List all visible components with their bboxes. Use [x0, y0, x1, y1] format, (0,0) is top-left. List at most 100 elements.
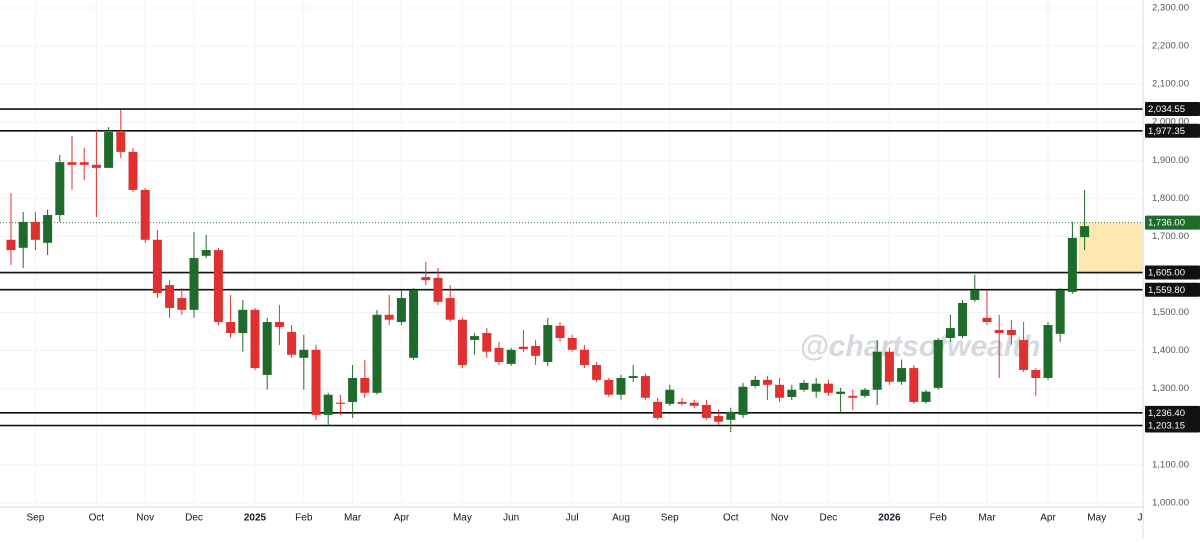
candle-body — [299, 349, 309, 358]
candle-body — [1080, 226, 1090, 238]
candle-body — [274, 322, 284, 327]
candle-body — [628, 376, 638, 378]
x-tick-label: Apr — [1040, 513, 1056, 524]
candle-body — [18, 221, 28, 248]
y-tick-label: 1,300.00 — [1152, 383, 1189, 394]
level-label-box — [1145, 265, 1200, 280]
x-tick-label: Mar — [978, 513, 996, 524]
candle-body — [409, 290, 419, 358]
candle-body — [55, 162, 65, 216]
candle-body — [30, 221, 40, 240]
candle-body — [811, 383, 821, 392]
x-tick-label: Jul — [566, 513, 579, 524]
y-tick-label: 1,700.00 — [1152, 231, 1189, 242]
candle-body — [360, 377, 370, 393]
candle-body — [91, 164, 101, 168]
x-tick-label: Dec — [820, 513, 838, 524]
candle-body — [287, 331, 297, 355]
x-tick-label: 2025 — [244, 513, 267, 524]
candle-body — [1043, 325, 1053, 378]
candle-body — [348, 377, 358, 402]
candle-body — [6, 239, 16, 251]
x-tick-label: Oct — [723, 513, 739, 524]
level-label-box — [1145, 418, 1200, 433]
candle-body — [958, 302, 968, 337]
x-tick-label: Feb — [930, 513, 948, 524]
y-tick-label: 1,500.00 — [1152, 307, 1189, 318]
candle-body — [506, 349, 516, 364]
candle-body — [1019, 339, 1029, 370]
x-tick-label: Nov — [771, 513, 789, 524]
x-tick-label: Feb — [295, 513, 313, 524]
candle-body — [201, 250, 211, 256]
candle-body — [1067, 237, 1077, 292]
candle-body — [689, 402, 699, 406]
level-label: 1,605.00 — [1148, 268, 1185, 279]
candle-body — [226, 322, 236, 334]
y-tick-label: 2,300.00 — [1152, 3, 1189, 14]
candle-body — [396, 298, 406, 323]
candle-body — [262, 322, 272, 375]
candle-body — [640, 376, 650, 398]
candle-body — [1006, 330, 1016, 335]
x-tick-label: Dec — [185, 513, 203, 524]
candle-body — [848, 395, 858, 398]
candle-body — [701, 404, 711, 418]
price-zone — [1078, 222, 1143, 273]
watermark: @chartsofwealth — [800, 330, 1041, 363]
candle-body — [445, 298, 455, 320]
candle-body — [518, 346, 528, 350]
candle-body — [421, 277, 431, 281]
candle-body — [884, 351, 894, 382]
candle-body — [823, 383, 833, 393]
candle-body — [653, 401, 663, 418]
x-tick-label: Sep — [27, 513, 45, 524]
level-label-box — [1145, 405, 1200, 420]
x-tick-label: Sep — [661, 513, 679, 524]
candle-body — [933, 339, 943, 388]
candle-body — [714, 416, 724, 422]
x-tick-label: Apr — [394, 513, 410, 524]
y-tick-label: 2,200.00 — [1152, 41, 1189, 52]
candle-body — [79, 162, 89, 165]
candle-body — [470, 336, 480, 340]
candle-body — [323, 394, 333, 415]
candle-body — [762, 379, 772, 385]
candle-body — [836, 391, 846, 394]
candle-body — [970, 290, 980, 300]
y-tick-label: 1,000.00 — [1152, 497, 1189, 508]
candle-body — [457, 319, 467, 366]
candle-body — [238, 309, 248, 334]
candle-body — [250, 309, 260, 369]
candle-body — [982, 317, 992, 323]
x-tick-label: May — [453, 513, 472, 524]
y-tick-label: 1,400.00 — [1152, 345, 1189, 356]
candle-body — [616, 377, 626, 395]
candle-body — [994, 330, 1004, 334]
x-axis-panel — [0, 507, 1200, 538]
last-price-label: 1,736.00 — [1148, 218, 1185, 229]
x-tick-label: Jun — [503, 513, 519, 524]
candle-body — [738, 386, 748, 415]
candle-body — [177, 298, 187, 310]
candle-body — [592, 365, 602, 380]
candle-body — [165, 285, 175, 308]
candle-body — [872, 351, 882, 390]
candle-body — [311, 349, 321, 415]
candle-body — [372, 314, 382, 393]
level-label: 1,559.80 — [1148, 285, 1185, 296]
candle-body — [860, 389, 870, 396]
candle-body — [67, 162, 77, 165]
candle-body — [775, 384, 785, 398]
candle-body — [677, 401, 687, 404]
candle-body — [43, 215, 53, 243]
level-label: 2,034.55 — [1148, 104, 1185, 115]
candle-body — [945, 328, 955, 338]
candle-body — [897, 368, 907, 382]
y-tick-label: 1,900.00 — [1152, 155, 1189, 166]
candle-body — [384, 314, 394, 320]
y-tick-label: 2,100.00 — [1152, 79, 1189, 90]
level-label-box — [1145, 282, 1200, 297]
candle-body — [543, 325, 553, 362]
candle-body — [604, 379, 614, 395]
